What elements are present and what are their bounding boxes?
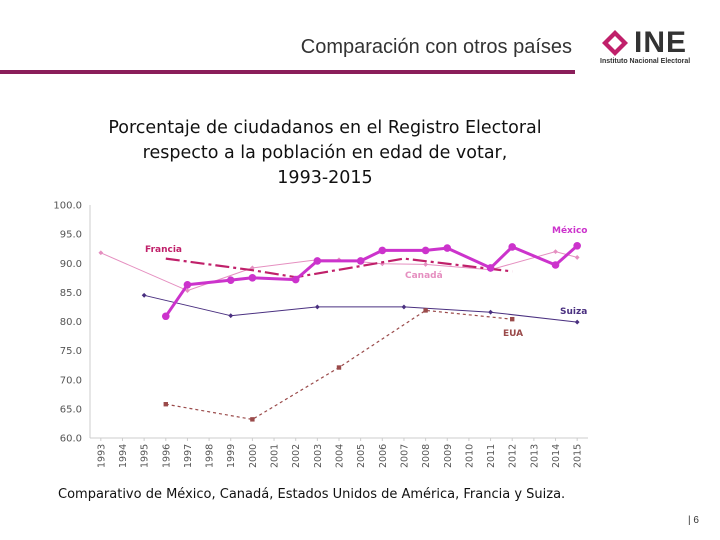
y-tick-label: 70.0 xyxy=(60,375,82,386)
x-tick-label: 2008 xyxy=(421,444,432,468)
data-point-eua xyxy=(336,365,342,370)
logo-text: INE xyxy=(634,26,688,59)
ine-logo: INE Instituto Nacional Electoral xyxy=(598,26,710,72)
x-tick-label: 2015 xyxy=(573,444,584,468)
chart-title-line-1: Porcentaje de ciudadanos en el Registro … xyxy=(108,118,542,138)
ine-logo-mark-icon xyxy=(602,30,628,56)
chart-title-line-2: respecto a la población en edad de votar… xyxy=(142,143,508,163)
header-title: Comparación con otros países xyxy=(300,36,572,58)
data-point-suiza xyxy=(228,313,234,319)
x-tick-label: 1995 xyxy=(140,444,151,468)
x-tick-label: 2009 xyxy=(443,444,454,468)
data-point-mexico xyxy=(573,241,581,250)
series-label-eua: EUA xyxy=(503,329,523,339)
x-tick-label: 1993 xyxy=(96,444,107,468)
data-point-canada xyxy=(423,262,429,267)
y-tick-label: 60.0 xyxy=(60,434,82,445)
y-tick-label: 65.0 xyxy=(60,404,82,415)
data-point-mexico xyxy=(291,275,300,284)
series-label-francia: Francia xyxy=(145,245,182,255)
data-point-canada xyxy=(98,250,104,256)
x-tick-label: 1994 xyxy=(118,444,129,468)
data-point-mexico xyxy=(226,276,235,284)
data-point-eua xyxy=(510,316,515,322)
x-tick-label: 2002 xyxy=(291,444,302,468)
chart-caption: Comparativo de México, Canadá, Estados U… xyxy=(58,487,566,502)
series-label-canada: Canadá xyxy=(405,271,443,281)
x-tick-label: 2000 xyxy=(248,444,259,468)
data-point-suiza xyxy=(401,304,407,310)
logo-subtitle: Instituto Nacional Electoral xyxy=(600,58,691,65)
chart-title: Porcentaje de ciudadanos en el Registro … xyxy=(60,116,590,191)
data-point-mexico xyxy=(356,257,365,265)
data-point-mexico xyxy=(421,246,430,255)
x-tick-label: 2006 xyxy=(378,444,389,468)
x-tick-label: 2005 xyxy=(356,444,367,468)
y-tick-label: 100.0 xyxy=(53,201,82,212)
data-point-suiza xyxy=(488,309,493,315)
data-point-eua xyxy=(163,402,168,407)
x-tick-label: 1996 xyxy=(161,444,172,468)
chart-title-line-3: 1993-2015 xyxy=(277,168,373,188)
data-point-mexico xyxy=(248,274,257,282)
x-tick-label: 2004 xyxy=(335,444,346,468)
data-point-mexico xyxy=(161,312,170,321)
data-point-mexico xyxy=(486,264,495,272)
series-line-suiza xyxy=(143,294,578,323)
x-tick-label: 2003 xyxy=(313,444,324,468)
x-tick-label: 2012 xyxy=(508,444,519,468)
data-point-suiza xyxy=(141,292,147,298)
y-tick-label: 80.0 xyxy=(60,317,82,328)
data-point-canada xyxy=(553,249,558,254)
data-point-eua xyxy=(250,417,255,422)
data-point-mexico xyxy=(183,281,192,289)
x-tick-label: 2010 xyxy=(464,444,475,468)
x-tick-label: 1999 xyxy=(226,444,237,468)
data-point-suiza xyxy=(574,319,580,325)
data-point-suiza xyxy=(314,304,320,310)
data-point-mexico xyxy=(443,244,452,252)
y-tick-label: 90.0 xyxy=(60,259,82,270)
x-tick-label: 1998 xyxy=(205,444,216,468)
series-label-mexico: México xyxy=(552,225,587,236)
x-tick-label: 1997 xyxy=(183,444,194,468)
data-point-mexico xyxy=(313,257,322,265)
data-point-eua xyxy=(423,308,428,313)
y-tick-label: 85.0 xyxy=(60,288,82,299)
series-line-eua xyxy=(165,309,513,420)
x-tick-label: 2013 xyxy=(529,444,540,468)
data-point-canada xyxy=(574,255,580,260)
series-label-suiza: Suiza xyxy=(560,307,587,317)
y-tick-label: 75.0 xyxy=(60,346,82,357)
data-point-canada xyxy=(185,288,190,294)
x-tick-label: 2007 xyxy=(399,444,410,468)
data-point-mexico xyxy=(551,261,560,269)
y-tick-label: 95.0 xyxy=(60,230,82,241)
x-tick-label: 2014 xyxy=(551,444,562,468)
data-point-mexico xyxy=(378,246,387,255)
page-number: | 6 xyxy=(688,515,699,526)
x-tick-label: 2011 xyxy=(486,444,497,468)
x-tick-label: 2001 xyxy=(270,444,281,468)
header-rule xyxy=(0,70,575,74)
data-point-mexico xyxy=(508,243,517,251)
